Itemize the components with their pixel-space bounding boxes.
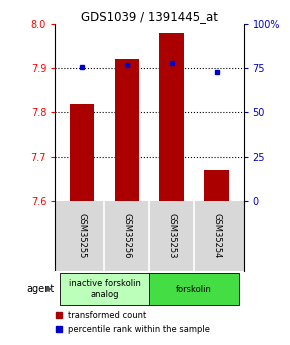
Text: inactive forskolin
analog: inactive forskolin analog [68, 279, 140, 299]
Text: GSM35256: GSM35256 [122, 213, 131, 259]
Text: forskolin: forskolin [176, 285, 212, 294]
Bar [204, 170, 229, 201]
Text: GSM35255: GSM35255 [77, 213, 86, 259]
Text: agent: agent [26, 284, 54, 294]
Text: GSM35253: GSM35253 [167, 213, 176, 259]
Bar [160, 33, 184, 201]
Text: percentile rank within the sample: percentile rank within the sample [68, 325, 210, 334]
Bar [70, 104, 94, 201]
Bar [149, 273, 239, 305]
Bar [115, 59, 139, 201]
Bar [59, 273, 149, 305]
Title: GDS1039 / 1391445_at: GDS1039 / 1391445_at [81, 10, 218, 23]
Text: transformed count: transformed count [68, 311, 146, 320]
Text: GSM35254: GSM35254 [212, 213, 221, 259]
